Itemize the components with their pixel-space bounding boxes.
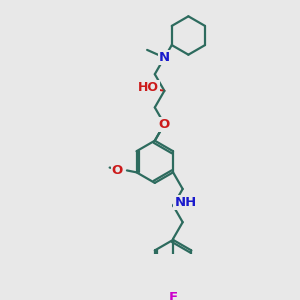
Text: NH: NH [174,196,197,209]
Text: HO: HO [138,81,159,94]
Text: O: O [159,118,170,130]
Text: N: N [159,51,170,64]
Text: F: F [169,291,178,300]
Text: O: O [112,164,123,177]
